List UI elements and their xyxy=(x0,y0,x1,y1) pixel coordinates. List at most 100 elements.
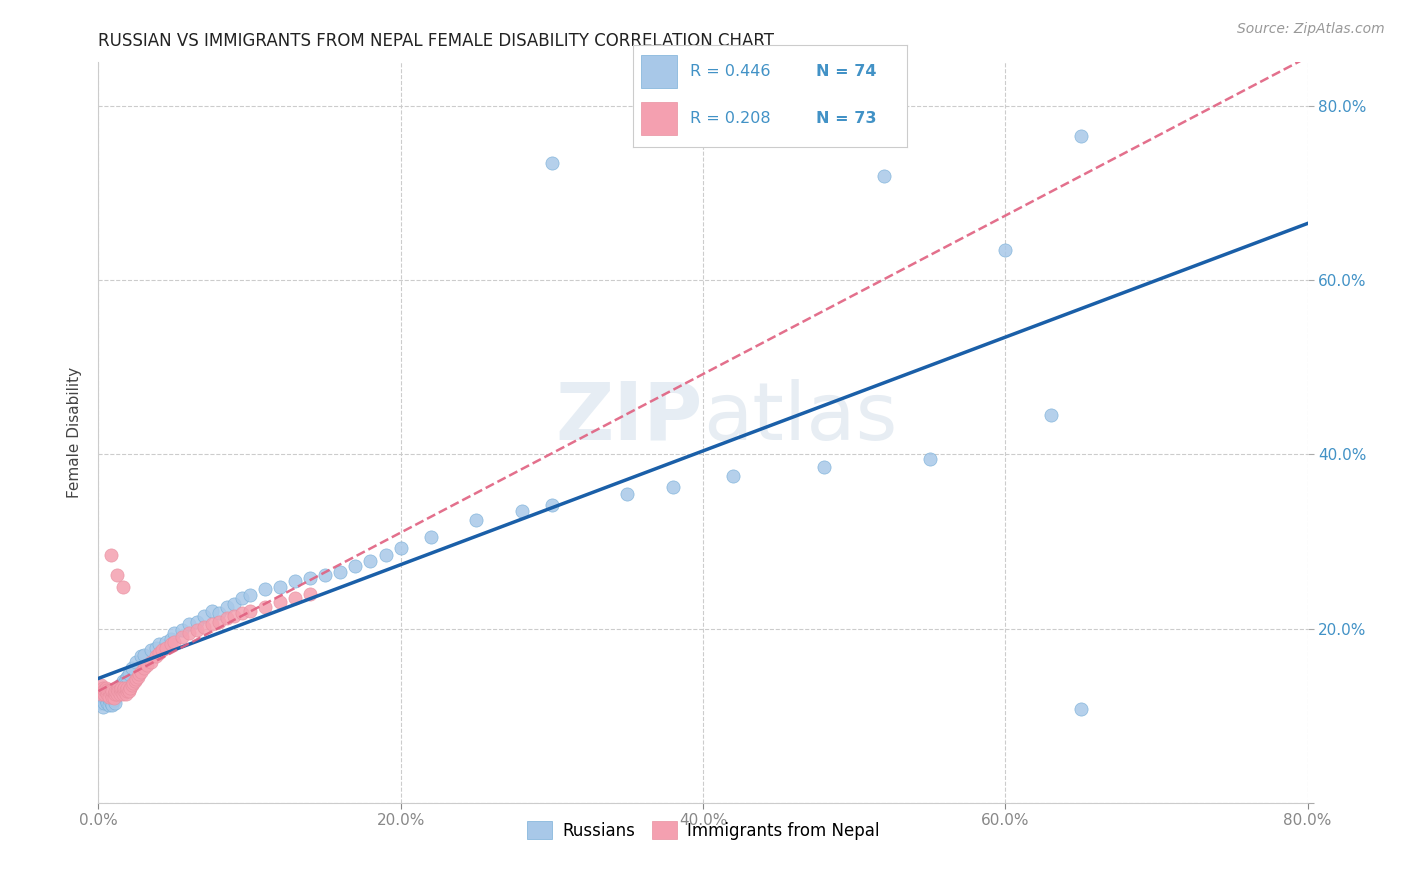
Point xyxy=(111,687,134,701)
Point xyxy=(127,669,149,683)
Point xyxy=(91,684,114,698)
Point xyxy=(107,684,129,698)
Point xyxy=(107,681,129,695)
Point xyxy=(104,687,127,701)
Point xyxy=(105,687,128,701)
Point xyxy=(94,693,117,707)
Point xyxy=(145,640,167,655)
Point xyxy=(100,687,122,701)
Point xyxy=(112,681,135,695)
Point xyxy=(118,684,141,698)
Text: atlas: atlas xyxy=(703,379,897,457)
Point xyxy=(114,687,136,701)
Point xyxy=(107,682,129,697)
Point xyxy=(616,486,638,500)
Point xyxy=(93,687,115,701)
Point xyxy=(105,684,128,698)
Text: N = 74: N = 74 xyxy=(817,63,877,78)
Point xyxy=(115,669,138,683)
Text: ZIP: ZIP xyxy=(555,379,703,457)
Point xyxy=(224,597,246,611)
Point xyxy=(118,682,141,697)
Point xyxy=(360,554,382,568)
Point xyxy=(540,498,562,512)
Point xyxy=(98,684,121,698)
Point xyxy=(98,698,121,713)
Point xyxy=(201,604,224,618)
Point xyxy=(111,682,134,697)
Bar xyxy=(641,55,676,87)
Point xyxy=(91,700,114,714)
Point xyxy=(98,693,121,707)
Point xyxy=(96,696,118,710)
Point xyxy=(215,611,238,625)
Point xyxy=(163,634,186,648)
Point xyxy=(93,696,115,710)
Point xyxy=(193,608,215,623)
Point xyxy=(239,604,262,618)
Point xyxy=(344,558,367,573)
Point xyxy=(813,460,835,475)
Point xyxy=(389,541,412,556)
Point xyxy=(918,451,941,466)
Point xyxy=(129,649,152,664)
Point xyxy=(91,687,114,701)
Point xyxy=(94,684,117,698)
Point xyxy=(132,661,155,675)
Point xyxy=(94,681,117,695)
Point xyxy=(110,681,132,695)
Point xyxy=(141,655,163,669)
Point xyxy=(104,696,127,710)
Point xyxy=(110,681,132,695)
Point xyxy=(114,682,136,697)
Point xyxy=(208,606,231,620)
Text: Source: ZipAtlas.com: Source: ZipAtlas.com xyxy=(1237,22,1385,37)
Point xyxy=(150,643,173,657)
Text: R = 0.446: R = 0.446 xyxy=(690,63,770,78)
Point xyxy=(994,243,1017,257)
Point xyxy=(103,687,125,701)
Point xyxy=(170,630,193,644)
Point xyxy=(103,693,125,707)
Point xyxy=(96,690,118,704)
Point xyxy=(94,691,117,706)
Point xyxy=(269,580,291,594)
Point xyxy=(91,681,114,695)
Point xyxy=(163,626,186,640)
Point xyxy=(186,624,208,638)
Point xyxy=(179,626,201,640)
Point xyxy=(89,682,111,697)
Point xyxy=(100,682,122,697)
Point xyxy=(540,155,562,169)
Point xyxy=(104,690,127,704)
Point xyxy=(873,169,896,183)
Legend: Russians, Immigrants from Nepal: Russians, Immigrants from Nepal xyxy=(520,814,886,847)
Point xyxy=(299,571,322,585)
Point xyxy=(148,637,170,651)
Point xyxy=(110,684,132,698)
Point xyxy=(253,582,276,597)
Point xyxy=(121,661,143,675)
Point xyxy=(155,634,177,648)
Point xyxy=(329,565,352,579)
Point xyxy=(100,548,122,562)
Point xyxy=(104,684,127,698)
Point xyxy=(1070,702,1092,716)
Point xyxy=(1070,129,1092,144)
Point xyxy=(96,682,118,697)
Point xyxy=(105,682,128,697)
Point xyxy=(93,682,115,697)
Point xyxy=(1039,408,1062,422)
Y-axis label: Female Disability: Female Disability xyxy=(67,367,83,499)
Point xyxy=(101,693,124,707)
Point xyxy=(101,690,124,704)
Point xyxy=(103,687,125,701)
Point xyxy=(132,648,155,662)
Point xyxy=(160,637,183,651)
Point xyxy=(141,643,163,657)
Point xyxy=(108,678,131,692)
Point xyxy=(155,640,177,655)
Point xyxy=(723,469,745,483)
Point xyxy=(101,684,124,698)
Point xyxy=(115,681,138,695)
